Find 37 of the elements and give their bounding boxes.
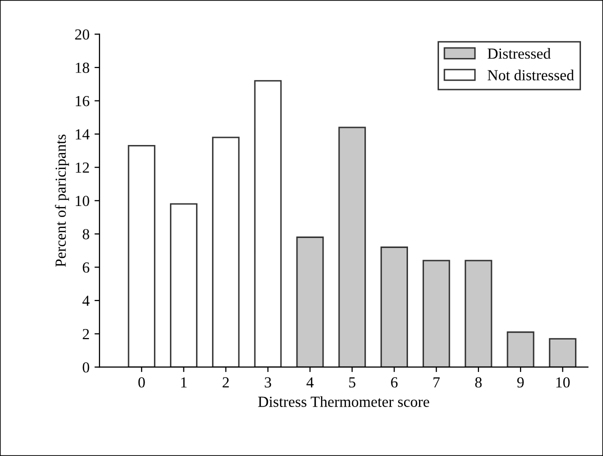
bar bbox=[170, 203, 198, 368]
x-tick-label: 1 bbox=[181, 377, 187, 388]
x-tick-label: 9 bbox=[517, 377, 524, 388]
y-tick-label: 6 bbox=[82, 262, 90, 273]
bar bbox=[464, 260, 492, 368]
y-tick-label: 2 bbox=[82, 328, 89, 340]
x-tick-label: 3 bbox=[264, 377, 272, 388]
bar bbox=[254, 80, 282, 368]
bar bbox=[212, 136, 240, 368]
y-tick-label: 10 bbox=[76, 196, 90, 206]
x-tick-label: 7 bbox=[434, 377, 440, 388]
x-tick-label: 0 bbox=[138, 377, 145, 388]
x-tick-label: 5 bbox=[349, 377, 356, 388]
legend-label: Distressed bbox=[488, 48, 551, 59]
y-tick-label: 12 bbox=[76, 162, 89, 173]
x-tick-label: 10 bbox=[556, 377, 570, 388]
bar bbox=[506, 331, 534, 368]
bar bbox=[338, 126, 366, 368]
bar bbox=[296, 236, 324, 368]
y-tick-label: 18 bbox=[76, 62, 90, 73]
y-axis-title: Percent of paricipants bbox=[54, 134, 69, 267]
y-tick-label: 16 bbox=[76, 96, 90, 106]
bar bbox=[128, 145, 156, 368]
y-tick-label: 4 bbox=[82, 296, 90, 306]
bar bbox=[380, 246, 408, 368]
x-tick-label: 2 bbox=[222, 377, 229, 388]
bar bbox=[422, 260, 450, 368]
x-tick-label: 4 bbox=[306, 377, 314, 388]
x-axis-title: Distress Thermometer score bbox=[258, 396, 430, 407]
x-tick-label: 6 bbox=[391, 377, 398, 388]
legend-label: Not distressed bbox=[488, 70, 574, 80]
x-tick-label: 8 bbox=[475, 377, 482, 388]
y-tick-label: 14 bbox=[76, 129, 90, 140]
bar bbox=[548, 338, 576, 368]
y-tick-label: 8 bbox=[82, 229, 90, 240]
y-tick-label: 20 bbox=[75, 29, 90, 40]
y-tick-label: 0 bbox=[82, 362, 90, 373]
